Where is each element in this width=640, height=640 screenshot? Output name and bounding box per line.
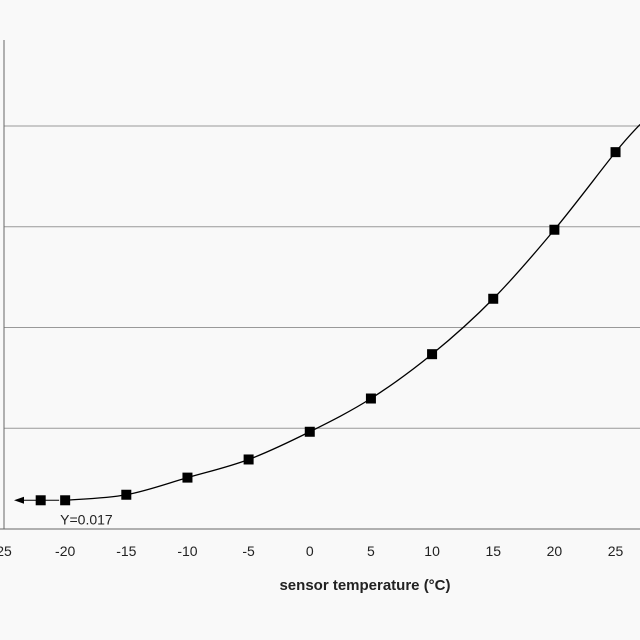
annotation-arrow-head: [14, 496, 24, 504]
data-markers: [35, 147, 621, 506]
x-tick-label: 15: [485, 543, 501, 559]
data-point: [427, 349, 438, 360]
x-tick-label: -15: [116, 543, 136, 559]
data-point: [121, 489, 132, 500]
data-point: [182, 472, 193, 483]
data-point: [304, 426, 315, 437]
series-curve: [65, 124, 640, 501]
x-tick-label: 20: [547, 543, 563, 559]
x-tick-label: -10: [177, 543, 197, 559]
x-axis-title: sensor temperature (°C): [279, 577, 450, 594]
x-tick-label: -20: [55, 543, 75, 559]
x-tick-label: 10: [424, 543, 440, 559]
data-point: [549, 224, 560, 235]
x-tick-labels: 25 -20 -15 -10 -5 0 5 10 15 20 25: [0, 543, 624, 559]
annotation-label: Y=0.017: [60, 511, 113, 527]
x-tick-label: -5: [242, 543, 255, 559]
data-point: [610, 147, 621, 158]
x-tick-label: 25: [0, 543, 12, 559]
data-point: [60, 495, 71, 506]
x-tick-label: 5: [367, 543, 375, 559]
series-line: [65, 124, 640, 501]
x-tick-label: 25: [608, 543, 624, 559]
data-point: [488, 293, 499, 304]
data-point: [243, 454, 254, 465]
grid-lines: [4, 125, 640, 429]
data-point: [365, 393, 376, 404]
annotation: Y=0.017: [14, 496, 113, 527]
x-tick-label: 0: [306, 543, 314, 559]
